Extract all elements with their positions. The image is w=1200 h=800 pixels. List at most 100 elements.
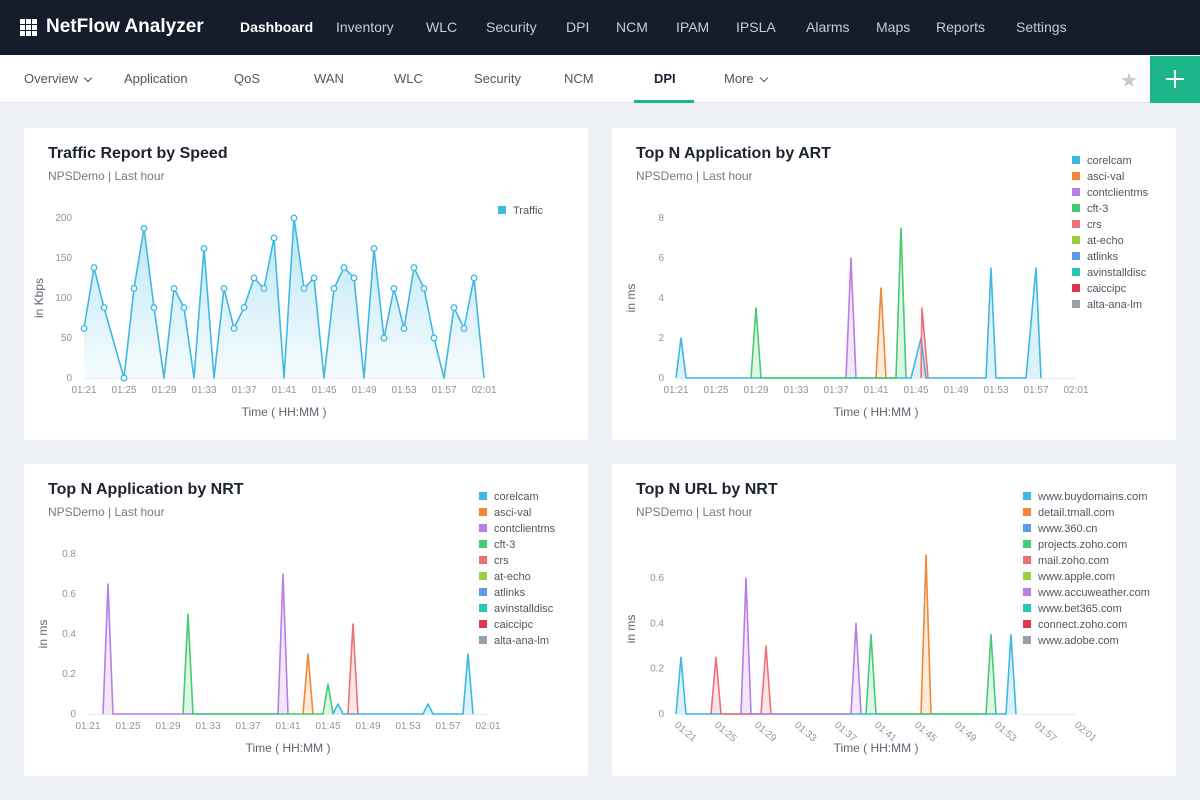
legend-swatch bbox=[1072, 172, 1080, 181]
legend-item-detail-tmall-com[interactable]: detail.tmall.com bbox=[1023, 505, 1150, 521]
grid-icon[interactable] bbox=[20, 19, 37, 36]
nav-dashboard[interactable]: Dashboard bbox=[240, 19, 314, 35]
legend-item-cft-3[interactable]: cft-3 bbox=[479, 537, 555, 553]
x-tick-label: 01:49 bbox=[952, 720, 979, 745]
legend-swatch bbox=[479, 636, 487, 645]
tab-wan[interactable]: WAN bbox=[314, 71, 344, 86]
x-tick-label: 01:33 bbox=[792, 720, 819, 745]
legend-item-caiccipc[interactable]: caiccipc bbox=[479, 617, 555, 633]
legend-item-mail-zoho-com[interactable]: mail.zoho.com bbox=[1023, 553, 1150, 569]
legend-item-avinstalldisc[interactable]: avinstalldisc bbox=[1072, 265, 1148, 281]
legend-swatch bbox=[479, 604, 487, 613]
x-tick-label: 01:49 bbox=[943, 385, 968, 396]
y-tick-label: 6 bbox=[658, 253, 664, 264]
legend-item-corelcam[interactable]: corelcam bbox=[1072, 153, 1148, 169]
y-axis-title: in ms bbox=[624, 284, 638, 313]
legend-item-atlinks[interactable]: atlinks bbox=[479, 585, 555, 601]
data-point bbox=[460, 324, 468, 332]
data-point bbox=[380, 334, 388, 342]
legend-label: atlinks bbox=[1087, 251, 1119, 263]
nav-ncm[interactable]: NCM bbox=[616, 19, 648, 35]
data-point bbox=[340, 264, 348, 272]
star-icon[interactable]: ★ bbox=[1120, 70, 1138, 92]
legend-item-corelcam[interactable]: corelcam bbox=[479, 489, 555, 505]
legend-item-crs[interactable]: crs bbox=[479, 553, 555, 569]
legend-swatch bbox=[1023, 492, 1031, 501]
legend-item-atlinks[interactable]: atlinks bbox=[1072, 249, 1148, 265]
widget-title: Traffic Report by Speed bbox=[48, 145, 228, 162]
tab-more[interactable]: More bbox=[724, 71, 768, 86]
y-tick-label: 0 bbox=[658, 709, 664, 720]
legend-swatch bbox=[479, 556, 487, 565]
x-tick-label: 01:53 bbox=[391, 385, 416, 396]
legend-swatch bbox=[1023, 620, 1031, 629]
x-tick-label: 01:29 bbox=[151, 385, 176, 396]
legend-swatch bbox=[1023, 524, 1031, 533]
nav-wlc[interactable]: WLC bbox=[426, 19, 458, 35]
tab-security[interactable]: Security bbox=[474, 71, 521, 86]
data-point bbox=[150, 304, 158, 312]
y-tick-label: 100 bbox=[55, 293, 72, 304]
legend-item-at-echo[interactable]: at-echo bbox=[1072, 233, 1148, 249]
nav-reports[interactable]: Reports bbox=[936, 19, 986, 35]
x-tick-label: 01:41 bbox=[275, 721, 300, 732]
legend-item-www-buydomains-com[interactable]: www.buydomains.com bbox=[1023, 489, 1150, 505]
tab-application[interactable]: Application bbox=[124, 71, 188, 86]
widget-title: Top N URL by NRT bbox=[636, 481, 778, 498]
legend-item-crs[interactable]: crs bbox=[1072, 217, 1148, 233]
y-tick-label: 0.4 bbox=[650, 618, 664, 629]
legend-item-caiccipc[interactable]: caiccipc bbox=[1072, 281, 1148, 297]
y-tick-label: 200 bbox=[55, 213, 72, 224]
legend-label: projects.zoho.com bbox=[1038, 539, 1128, 551]
legend-item-contclientms[interactable]: contclientms bbox=[479, 521, 555, 537]
add-widget-button[interactable] bbox=[1150, 56, 1200, 103]
tab-overview[interactable]: Overview bbox=[24, 71, 93, 86]
legend-item-www-adobe-com[interactable]: www.adobe.com bbox=[1023, 633, 1150, 649]
legend-item-traffic[interactable]: Traffic bbox=[498, 203, 543, 219]
legend-item-cft-3[interactable]: cft-3 bbox=[1072, 201, 1148, 217]
nav-alarms[interactable]: Alarms bbox=[806, 19, 850, 35]
nav-ipsla[interactable]: IPSLA bbox=[736, 19, 776, 35]
legend-swatch bbox=[1023, 572, 1031, 581]
legend-item-www-bet365-com[interactable]: www.bet365.com bbox=[1023, 601, 1150, 617]
series-fill-www-buydomains-com bbox=[676, 634, 1016, 714]
x-tick-label: 01:41 bbox=[271, 385, 296, 396]
data-point bbox=[170, 284, 178, 292]
legend-item-alta-ana-lm[interactable]: alta-ana-lm bbox=[1072, 297, 1148, 313]
nav-maps[interactable]: Maps bbox=[876, 19, 911, 35]
data-point bbox=[350, 274, 358, 282]
tab-dpi[interactable]: DPI bbox=[654, 71, 676, 86]
legend-item-asci-val[interactable]: asci-val bbox=[479, 505, 555, 521]
x-tick-label: 02:01 bbox=[471, 385, 496, 396]
legend-swatch bbox=[479, 540, 487, 549]
legend-item-asci-val[interactable]: asci-val bbox=[1072, 169, 1148, 185]
nav-settings[interactable]: Settings bbox=[1016, 19, 1067, 35]
tab-qos[interactable]: QoS bbox=[234, 71, 261, 86]
legend-swatch bbox=[1072, 252, 1080, 261]
tab-ncm[interactable]: NCM bbox=[564, 71, 594, 86]
nav-inventory[interactable]: Inventory bbox=[336, 19, 394, 35]
legend-item-contclientms[interactable]: contclientms bbox=[1072, 185, 1148, 201]
legend-item-at-echo[interactable]: at-echo bbox=[479, 569, 555, 585]
nav-security[interactable]: Security bbox=[486, 19, 537, 35]
series-fill-asci-val bbox=[303, 654, 313, 714]
legend-item-www-360-cn[interactable]: www.360.cn bbox=[1023, 521, 1150, 537]
app-brand[interactable]: NetFlow Analyzer bbox=[46, 16, 204, 37]
series-line-www-buydomains-com bbox=[675, 633, 1017, 715]
x-tick-label: 01:25 bbox=[712, 720, 739, 745]
legend-item-alta-ana-lm[interactable]: alta-ana-lm bbox=[479, 633, 555, 649]
legend-item-www-apple-com[interactable]: www.apple.com bbox=[1023, 569, 1150, 585]
legend-item-avinstalldisc[interactable]: avinstalldisc bbox=[479, 601, 555, 617]
nav-ipam[interactable]: IPAM bbox=[676, 19, 710, 35]
legend-item-connect-zoho-com[interactable]: connect.zoho.com bbox=[1023, 617, 1150, 633]
tab-wlc[interactable]: WLC bbox=[394, 71, 423, 86]
legend-swatch bbox=[479, 620, 487, 629]
y-axis-title: in ms bbox=[36, 620, 50, 649]
legend-item-projects-zoho-com[interactable]: projects.zoho.com bbox=[1023, 537, 1150, 553]
legend-item-www-accuweather-com[interactable]: www.accuweather.com bbox=[1023, 585, 1150, 601]
legend-label: www.apple.com bbox=[1038, 571, 1116, 583]
data-point bbox=[80, 324, 88, 332]
legend-swatch bbox=[1072, 300, 1080, 309]
nav-dpi[interactable]: DPI bbox=[566, 19, 590, 35]
data-point bbox=[90, 264, 98, 272]
